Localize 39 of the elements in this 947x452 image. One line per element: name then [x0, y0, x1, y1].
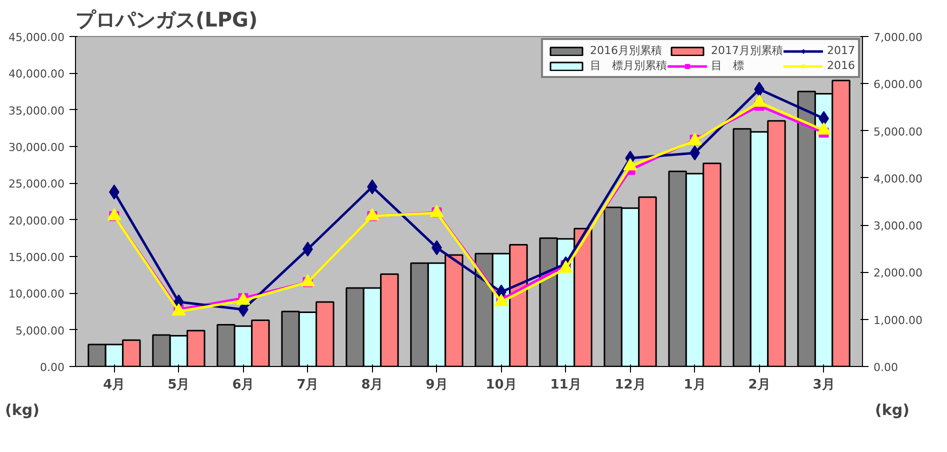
legend-label: 目 標	[711, 58, 744, 73]
x-tick-label: 12月	[614, 378, 646, 392]
y-tick-label: 5,000.00	[16, 324, 64, 338]
y-tick-label: 10,000.00	[8, 288, 64, 301]
y-tick-label: 25,000.00	[8, 178, 64, 191]
x-tick-label: 10月	[486, 378, 517, 392]
x-tick-label: 5月	[168, 378, 190, 392]
y2-tick-label: 6,000.00	[874, 78, 922, 92]
legend-label: 2016月別累積	[590, 43, 662, 58]
x-tick-label: 11月	[550, 378, 582, 392]
legend-label: 2017月別累積	[711, 43, 783, 58]
y2-tick-label: 5,000.00	[874, 125, 922, 138]
legend-label: 2017	[827, 44, 855, 57]
x-tick-label: 8月	[361, 378, 384, 392]
x-tick-label: 3月	[812, 378, 835, 392]
legend-label: 2016	[827, 59, 855, 72]
chart-title: プロパンガス(LPG)	[76, 8, 258, 32]
legend-label: 目 標月別累積	[590, 58, 667, 73]
y-tick-label: 35,000.00	[8, 104, 64, 118]
y-tick-label: 0.00	[40, 361, 65, 374]
y2-tick-label: 1,000.00	[874, 314, 922, 327]
y-tick-label: 20,000.00	[8, 214, 64, 228]
x-tick-label: 4月	[103, 378, 126, 392]
x-tick-label: 7月	[296, 378, 319, 392]
x-tick-label: 6月	[232, 378, 254, 392]
y2-tick-label: 7,000.00	[874, 31, 922, 44]
y-tick-label: 40,000.00	[8, 68, 64, 81]
y2-tick-label: 4,000.00	[874, 172, 922, 186]
y2-axis-title: (kg)	[875, 400, 910, 421]
y2-tick-label: 2,000.00	[874, 266, 922, 280]
x-tick-label: 1月	[684, 378, 706, 392]
x-tick-label: 2月	[748, 378, 770, 392]
x-tick-label: 9月	[426, 378, 448, 392]
y-axis-title: (kg)	[5, 400, 40, 421]
y2-tick-label: 3,000.00	[874, 220, 922, 233]
y-tick-label: 30,000.00	[8, 141, 64, 154]
y2-tick-label: 0.00	[874, 361, 898, 374]
y-tick-label: 45,000.00	[8, 31, 64, 44]
y-tick-label: 15,000.00	[8, 251, 64, 264]
